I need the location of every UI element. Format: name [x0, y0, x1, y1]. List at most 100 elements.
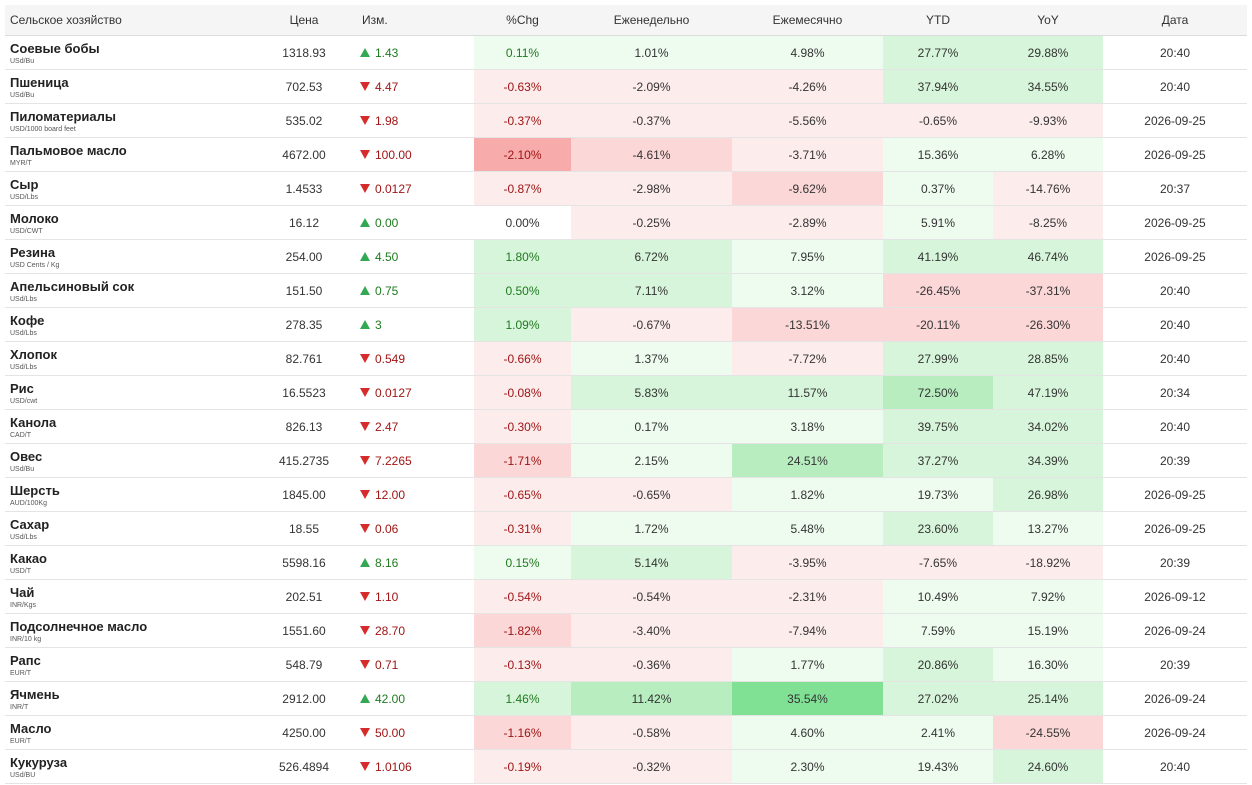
yoy-cell: 34.02%: [993, 409, 1103, 444]
commodity-name[interactable]: Ячмень: [10, 686, 60, 702]
price-cell: 1551.60: [254, 613, 354, 648]
commodity-name[interactable]: Шерсть: [10, 482, 60, 498]
commodity-cell[interactable]: Подсолнечное масло INR/10 kg: [5, 613, 254, 648]
commodity-name[interactable]: Подсолнечное масло: [10, 618, 148, 634]
commodity-unit: USd/Lbs: [10, 295, 37, 303]
commodity-cell[interactable]: Пиломатериалы USD/1000 board feet: [5, 103, 254, 138]
header-weekly[interactable]: Еженедельно: [571, 5, 732, 36]
yoy-cell: 24.60%: [993, 749, 1103, 784]
header-ytd[interactable]: YTD: [883, 5, 993, 36]
header-change[interactable]: Изм.: [354, 5, 474, 36]
commodity-cell[interactable]: Чай INR/Kgs: [5, 579, 254, 614]
table-row[interactable]: Ячмень INR/T 2912.00 42.00 1.46% 11.42% 35.54%…: [5, 681, 1247, 716]
commodity-cell[interactable]: Апельсиновый сок USd/Lbs: [5, 273, 254, 308]
commodity-cell[interactable]: Овес USd/Bu: [5, 443, 254, 478]
table-row[interactable]: Какао USD/T 5598.16 8.16 0.15% 5.14% -3.95% -7.…: [5, 545, 1247, 580]
table-row[interactable]: Пшеница USd/Bu 702.53 4.47 -0.63% -2.09% -4.26…: [5, 69, 1247, 104]
change-value: 1.43: [375, 45, 399, 60]
commodity-cell[interactable]: Масло EUR/T: [5, 715, 254, 750]
commodity-cell[interactable]: Пшеница USd/Bu: [5, 69, 254, 104]
table-row[interactable]: Апельсиновый сок USd/Lbs 151.50 0.75 0.50% 7.…: [5, 273, 1247, 308]
commodity-name[interactable]: Соевые бобы: [10, 40, 100, 56]
change-value: 0.0127: [375, 385, 412, 400]
commodity-name[interactable]: Апельсиновый сок: [10, 278, 135, 294]
table-row[interactable]: Масло EUR/T 4250.00 50.00 -1.16% -0.58% 4.60% 2…: [5, 715, 1247, 750]
commodity-name[interactable]: Рапс: [10, 652, 41, 668]
pct-change-cell: -1.16%: [474, 715, 571, 750]
table-row[interactable]: Шерсть AUD/100Kg 1845.00 12.00 -0.65% -0.65% 1…: [5, 477, 1247, 512]
commodity-cell[interactable]: Сыр USD/Lbs: [5, 171, 254, 206]
commodity-cell[interactable]: Шерсть AUD/100Kg: [5, 477, 254, 512]
commodity-cell[interactable]: Молоко USD/CWT: [5, 205, 254, 240]
commodity-name[interactable]: Кукуруза: [10, 754, 68, 770]
table-row[interactable]: Хлопок USd/Lbs 82.761 0.549 -0.66% 1.37% -7.72…: [5, 341, 1247, 376]
yoy-cell: 6.28%: [993, 137, 1103, 172]
arrow-up-icon: [360, 47, 370, 57]
table-row[interactable]: Чай INR/Kgs 202.51 1.10 -0.54% -0.54% -2.31% 10…: [5, 579, 1247, 614]
commodity-cell[interactable]: Кофе USd/Lbs: [5, 307, 254, 342]
table-row[interactable]: Рапс EUR/T 548.79 0.71 -0.13% -0.36% 1.77% 20.8…: [5, 647, 1247, 682]
table-row[interactable]: Пальмовое масло MYR/T 4672.00 100.00 -2.10% -…: [5, 137, 1247, 172]
arrow-down-icon: [360, 387, 370, 397]
commodity-cell[interactable]: Рис USD/cwt: [5, 375, 254, 410]
table-row[interactable]: Сахар USd/Lbs 18.55 0.06 -0.31% 1.72% 5.48% 23.…: [5, 511, 1247, 546]
change-cell: 0.06: [354, 511, 474, 546]
table-row[interactable]: Кукуруза USd/BU 526.4894 1.0106 -0.19% -0.32%…: [5, 749, 1247, 784]
header-name[interactable]: Сельское хозяйство: [5, 5, 254, 36]
header-pct-change[interactable]: %Chg: [474, 5, 571, 36]
commodity-name[interactable]: Масло: [10, 720, 52, 736]
price-cell: 5598.16: [254, 545, 354, 580]
commodity-name[interactable]: Сахар: [10, 516, 50, 532]
table-row[interactable]: Пиломатериалы USD/1000 board feet 535.02 1.…: [5, 103, 1247, 138]
commodity-cell[interactable]: Соевые бобы USd/Bu: [5, 35, 254, 70]
commodity-name[interactable]: Чай: [10, 584, 35, 600]
yoy-cell: 46.74%: [993, 239, 1103, 274]
table-row[interactable]: Рис USD/cwt 16.5523 0.0127 -0.08% 5.83% 11.57%…: [5, 375, 1247, 410]
date-cell: 2026-09-25: [1103, 103, 1247, 138]
table-row[interactable]: Молоко USD/CWT 16.12 0.00 0.00% -0.25% -2.89% 5…: [5, 205, 1247, 240]
commodity-name[interactable]: Канола: [10, 414, 57, 430]
header-price[interactable]: Цена: [254, 5, 354, 36]
date-cell: 2026-09-24: [1103, 613, 1247, 648]
change-cell: 28.70: [354, 613, 474, 648]
commodity-cell[interactable]: Рапс EUR/T: [5, 647, 254, 682]
table-row[interactable]: Резина USD Cents / Kg 254.00 4.50 1.80% 6.72%…: [5, 239, 1247, 274]
commodity-cell[interactable]: Резина USD Cents / Kg: [5, 239, 254, 274]
table-row[interactable]: Подсолнечное масло INR/10 kg 1551.60 28.70-…: [5, 613, 1247, 648]
arrow-up-icon: [360, 557, 370, 567]
commodity-name[interactable]: Пшеница: [10, 74, 69, 90]
commodity-cell[interactable]: Какао USD/T: [5, 545, 254, 580]
commodity-name[interactable]: Кофе: [10, 312, 45, 328]
commodity-unit: USD/CWT: [10, 227, 43, 235]
commodity-unit: AUD/100Kg: [10, 499, 47, 507]
commodity-cell[interactable]: Кукуруза USd/BU: [5, 749, 254, 784]
agriculture-commodities-table: Сельское хозяйство Цена Изм. %Chg Еженед…: [5, 5, 1247, 784]
commodity-name[interactable]: Пальмовое масло: [10, 142, 127, 158]
header-date[interactable]: Дата: [1103, 5, 1247, 36]
ytd-cell: 19.73%: [883, 477, 993, 512]
commodity-name[interactable]: Хлопок: [10, 346, 57, 362]
table-row[interactable]: Кофе USd/Lbs 278.35 3 1.09% -0.67% -13.51% -20.…: [5, 307, 1247, 342]
commodity-name[interactable]: Молоко: [10, 210, 59, 226]
commodity-cell[interactable]: Сахар USd/Lbs: [5, 511, 254, 546]
table-row[interactable]: Овес USd/Bu 415.2735 7.2265 -1.71% 2.15% 24.51…: [5, 443, 1247, 478]
change-value: 3: [375, 317, 382, 332]
commodity-name[interactable]: Сыр: [10, 176, 39, 192]
commodity-name[interactable]: Какао: [10, 550, 48, 566]
commodity-name[interactable]: Пиломатериалы: [10, 108, 116, 124]
commodity-cell[interactable]: Канола CAD/T: [5, 409, 254, 444]
commodity-cell[interactable]: Ячмень INR/T: [5, 681, 254, 716]
table-row[interactable]: Соевые бобы USd/Bu 1318.93 1.43 0.11% 1.01% 4.…: [5, 35, 1247, 70]
commodity-name[interactable]: Овес: [10, 448, 43, 464]
commodity-cell[interactable]: Хлопок USd/Lbs: [5, 341, 254, 376]
header-yoy[interactable]: YoY: [993, 5, 1103, 36]
change-cell: 0.549: [354, 341, 474, 376]
commodity-name[interactable]: Резина: [10, 244, 56, 260]
commodity-name[interactable]: Рис: [10, 380, 34, 396]
ytd-cell: 20.86%: [883, 647, 993, 682]
commodity-cell[interactable]: Пальмовое масло MYR/T: [5, 137, 254, 172]
table-row[interactable]: Сыр USD/Lbs 1.4533 0.0127 -0.87% -2.98% -9.62%…: [5, 171, 1247, 206]
table-row[interactable]: Канола CAD/T 826.13 2.47 -0.30% 0.17% 3.18% 39.…: [5, 409, 1247, 444]
header-monthly[interactable]: Ежемесячно: [732, 5, 883, 36]
weekly-cell: -2.98%: [571, 171, 732, 206]
